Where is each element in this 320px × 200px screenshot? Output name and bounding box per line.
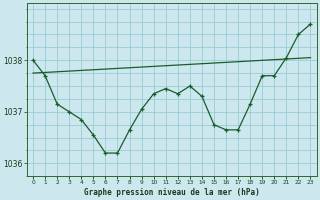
X-axis label: Graphe pression niveau de la mer (hPa): Graphe pression niveau de la mer (hPa) [84,188,260,197]
